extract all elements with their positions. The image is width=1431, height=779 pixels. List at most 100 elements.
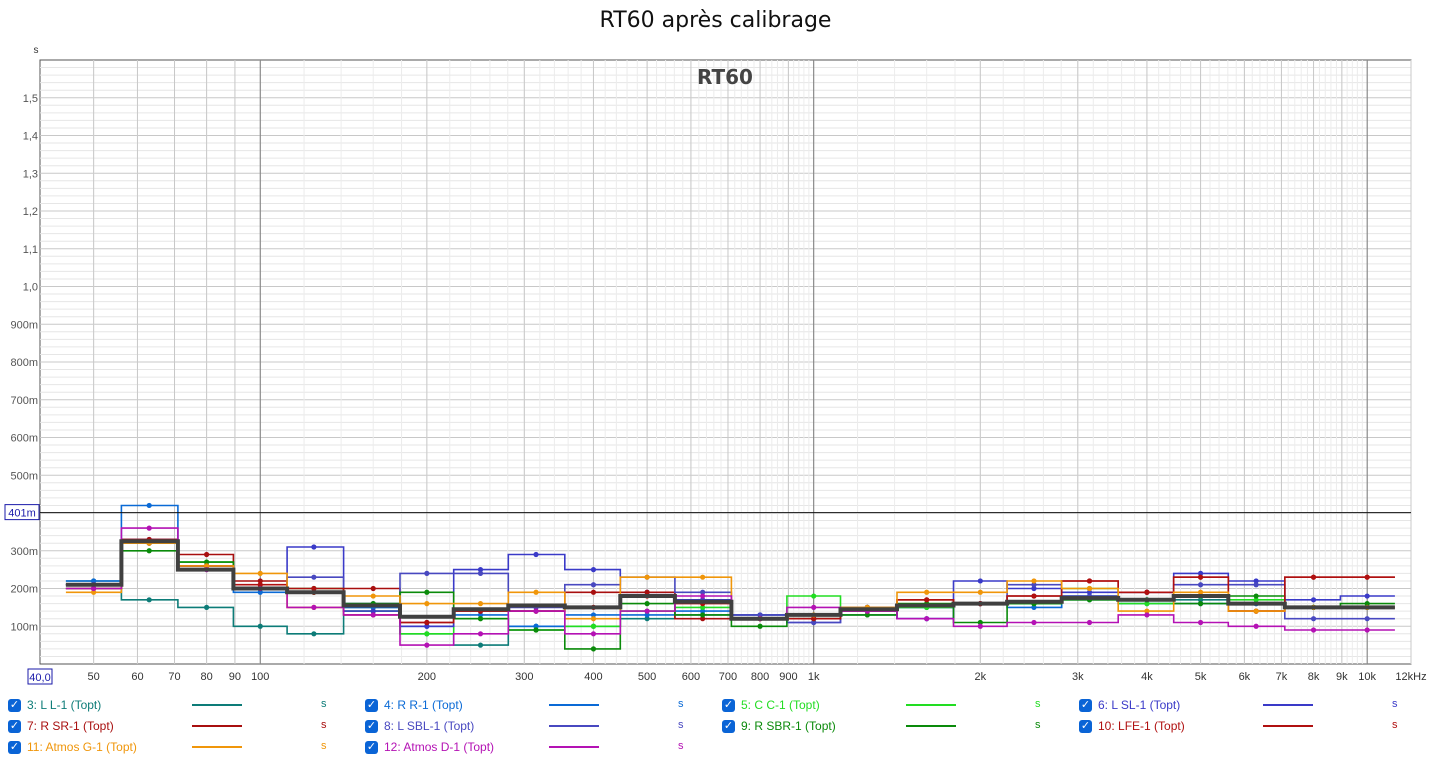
legend-label: 7: R SR-1 (Topt)	[27, 719, 114, 733]
data-point	[91, 585, 97, 592]
data-point	[644, 608, 650, 614]
data-point	[311, 631, 317, 637]
data-point	[257, 582, 263, 588]
checkbox-checked-icon[interactable]: ✓	[365, 740, 378, 754]
data-point	[477, 642, 484, 648]
data-point	[924, 589, 930, 595]
data-point	[811, 616, 817, 622]
checkbox-checked-icon[interactable]: ✓	[8, 698, 21, 712]
legend-item[interactable]: ✓ 7: R SR-1 (Topt)	[8, 716, 114, 736]
y-tick-label: 1,2	[23, 206, 38, 218]
data-point	[477, 631, 484, 637]
data-point	[477, 616, 484, 622]
checkbox-checked-icon[interactable]: ✓	[1079, 719, 1092, 733]
data-point	[924, 616, 930, 622]
y-tick-label: 1,1	[23, 244, 38, 256]
data-point	[477, 612, 484, 618]
data-point	[1253, 582, 1259, 588]
x-tick-label: 400	[584, 671, 602, 683]
checkbox-checked-icon[interactable]: ✓	[722, 719, 735, 733]
x-tick-label: 900	[779, 671, 797, 683]
data-point	[700, 612, 706, 618]
data-point	[977, 589, 983, 595]
legend-item[interactable]: ✓ 11: Atmos G-1 (Topt)	[8, 737, 137, 757]
data-point	[700, 616, 706, 622]
data-point	[1144, 608, 1150, 614]
x-tick-label: 5k	[1195, 671, 1207, 683]
checkbox-checked-icon[interactable]: ✓	[365, 719, 378, 733]
legend-swatch	[192, 704, 242, 706]
legend-item[interactable]: ✓ 6: L SL-1 (Topt)	[1079, 695, 1180, 715]
checkbox-checked-icon[interactable]: ✓	[1079, 698, 1092, 712]
data-point	[146, 548, 152, 554]
checkbox-checked-icon[interactable]: ✓	[8, 740, 21, 754]
y-tick-label: 1,5	[23, 93, 38, 105]
data-point	[1086, 585, 1093, 592]
y-tick-label: 800m	[10, 357, 38, 369]
data-point	[1086, 589, 1093, 595]
data-point	[146, 525, 152, 531]
checkbox-checked-icon[interactable]: ✓	[722, 698, 735, 712]
legend-item[interactable]: ✓ 4: R R-1 (Topt)	[365, 695, 463, 715]
data-point	[864, 612, 870, 618]
y-tick-label: 1,3	[23, 168, 38, 180]
data-point	[1253, 578, 1259, 584]
legend-item[interactable]: ✓ 12: Atmos D-1 (Topt)	[365, 737, 494, 757]
legend-label: 9: R SBR-1 (Topt)	[741, 719, 836, 733]
data-point	[1253, 597, 1259, 603]
data-point	[700, 589, 706, 595]
data-point	[424, 601, 430, 607]
data-point	[311, 604, 317, 610]
data-point	[1086, 619, 1093, 626]
data-point	[533, 623, 539, 629]
legend-item[interactable]: ✓ 9: R SBR-1 (Topt)	[722, 716, 836, 736]
legend-item[interactable]: ✓ 3: L L-1 (Topt)	[8, 695, 101, 715]
data-point	[1144, 601, 1150, 607]
data-point	[700, 593, 706, 599]
data-point	[311, 585, 317, 592]
data-point	[1031, 585, 1037, 592]
x-tick-label: 500	[638, 671, 656, 683]
data-point	[811, 593, 817, 599]
data-point	[424, 570, 430, 577]
data-point	[424, 623, 430, 629]
legend-item[interactable]: ✓ 8: L SBL-1 (Topt)	[365, 716, 474, 736]
legend-unit: s	[678, 698, 684, 710]
data-point	[204, 551, 210, 558]
data-point	[477, 570, 484, 577]
x-tick-label: 200	[418, 671, 436, 683]
data-point	[370, 612, 376, 618]
data-point	[1197, 597, 1204, 603]
data-point	[644, 589, 650, 595]
data-point	[146, 502, 152, 509]
checkbox-checked-icon[interactable]: ✓	[8, 719, 21, 733]
data-point	[1364, 593, 1370, 599]
cursor-label: 401m	[8, 508, 36, 520]
data-point	[924, 597, 930, 603]
x-tick-label: 9k	[1336, 671, 1348, 683]
data-point	[700, 604, 706, 610]
data-point	[811, 619, 817, 626]
data-point	[1253, 608, 1259, 614]
legend-unit: s	[1035, 698, 1041, 710]
plot-subtitle: RT60	[697, 65, 753, 89]
data-point	[644, 616, 650, 622]
data-point	[590, 612, 597, 618]
legend-label: 3: L L-1 (Topt)	[27, 698, 102, 712]
data-point	[1364, 601, 1370, 607]
data-point	[1031, 582, 1037, 588]
x-tick-label: 1k	[808, 671, 820, 683]
data-point	[424, 589, 430, 595]
legend-swatch	[549, 725, 599, 727]
data-point	[370, 593, 376, 599]
checkbox-checked-icon[interactable]: ✓	[365, 698, 378, 712]
data-point	[204, 604, 210, 610]
data-point	[644, 601, 650, 607]
legend-unit: s	[1035, 719, 1041, 731]
data-point	[590, 616, 597, 622]
data-point	[644, 574, 650, 580]
legend-item[interactable]: ✓ 10: LFE-1 (Topt)	[1079, 716, 1185, 736]
x-tick-label: 100	[251, 671, 269, 683]
legend-item[interactable]: ✓ 5: C C-1 (Topt)	[722, 695, 820, 715]
data-point	[700, 608, 706, 614]
